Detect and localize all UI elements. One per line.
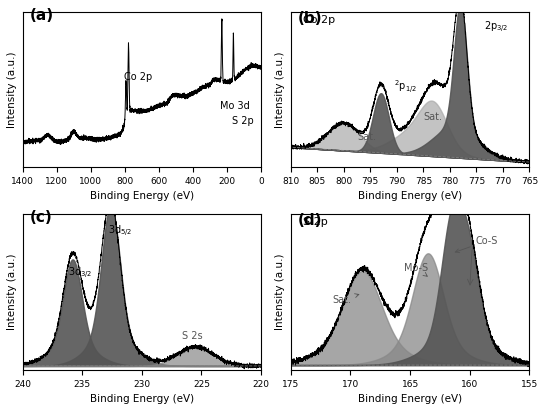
Y-axis label: Intensity (a.u.): Intensity (a.u.) — [275, 51, 285, 128]
Text: 3d$_{5/2}$: 3d$_{5/2}$ — [108, 224, 132, 238]
Y-axis label: Intensity (a.u.): Intensity (a.u.) — [275, 254, 285, 330]
Text: S 2s: S 2s — [181, 331, 202, 341]
Text: Co 2p: Co 2p — [124, 72, 152, 82]
Text: Mo 3d: Mo 3d — [220, 101, 250, 111]
Text: Sat.: Sat. — [423, 112, 443, 122]
Text: Co-S: Co-S — [456, 236, 498, 253]
X-axis label: Binding Energy (eV): Binding Energy (eV) — [358, 192, 462, 201]
Text: (b): (b) — [298, 11, 323, 25]
Text: Co 2p: Co 2p — [302, 15, 335, 25]
Text: (c): (c) — [29, 210, 52, 225]
X-axis label: Binding Energy (eV): Binding Energy (eV) — [90, 192, 194, 201]
Text: Sat.: Sat. — [332, 294, 359, 305]
X-axis label: Binding Energy (eV): Binding Energy (eV) — [358, 394, 462, 404]
X-axis label: Binding Energy (eV): Binding Energy (eV) — [90, 394, 194, 404]
Text: S 2p: S 2p — [232, 115, 254, 125]
Text: 3d$_{3/2}$: 3d$_{3/2}$ — [68, 266, 92, 281]
Text: $^{2}$p$_{1/2}$: $^{2}$p$_{1/2}$ — [394, 78, 417, 95]
Text: (d): (d) — [298, 213, 323, 229]
Text: 2p$_{3/2}$: 2p$_{3/2}$ — [485, 20, 509, 35]
Y-axis label: Intensity (a.u.): Intensity (a.u.) — [7, 51, 17, 128]
Text: Mo-S: Mo-S — [404, 263, 428, 276]
Y-axis label: Intensity (a.u.): Intensity (a.u.) — [7, 254, 17, 330]
Text: (a): (a) — [29, 7, 54, 23]
Text: S 2p: S 2p — [302, 217, 328, 227]
Text: Sat.: Sat. — [357, 132, 376, 142]
